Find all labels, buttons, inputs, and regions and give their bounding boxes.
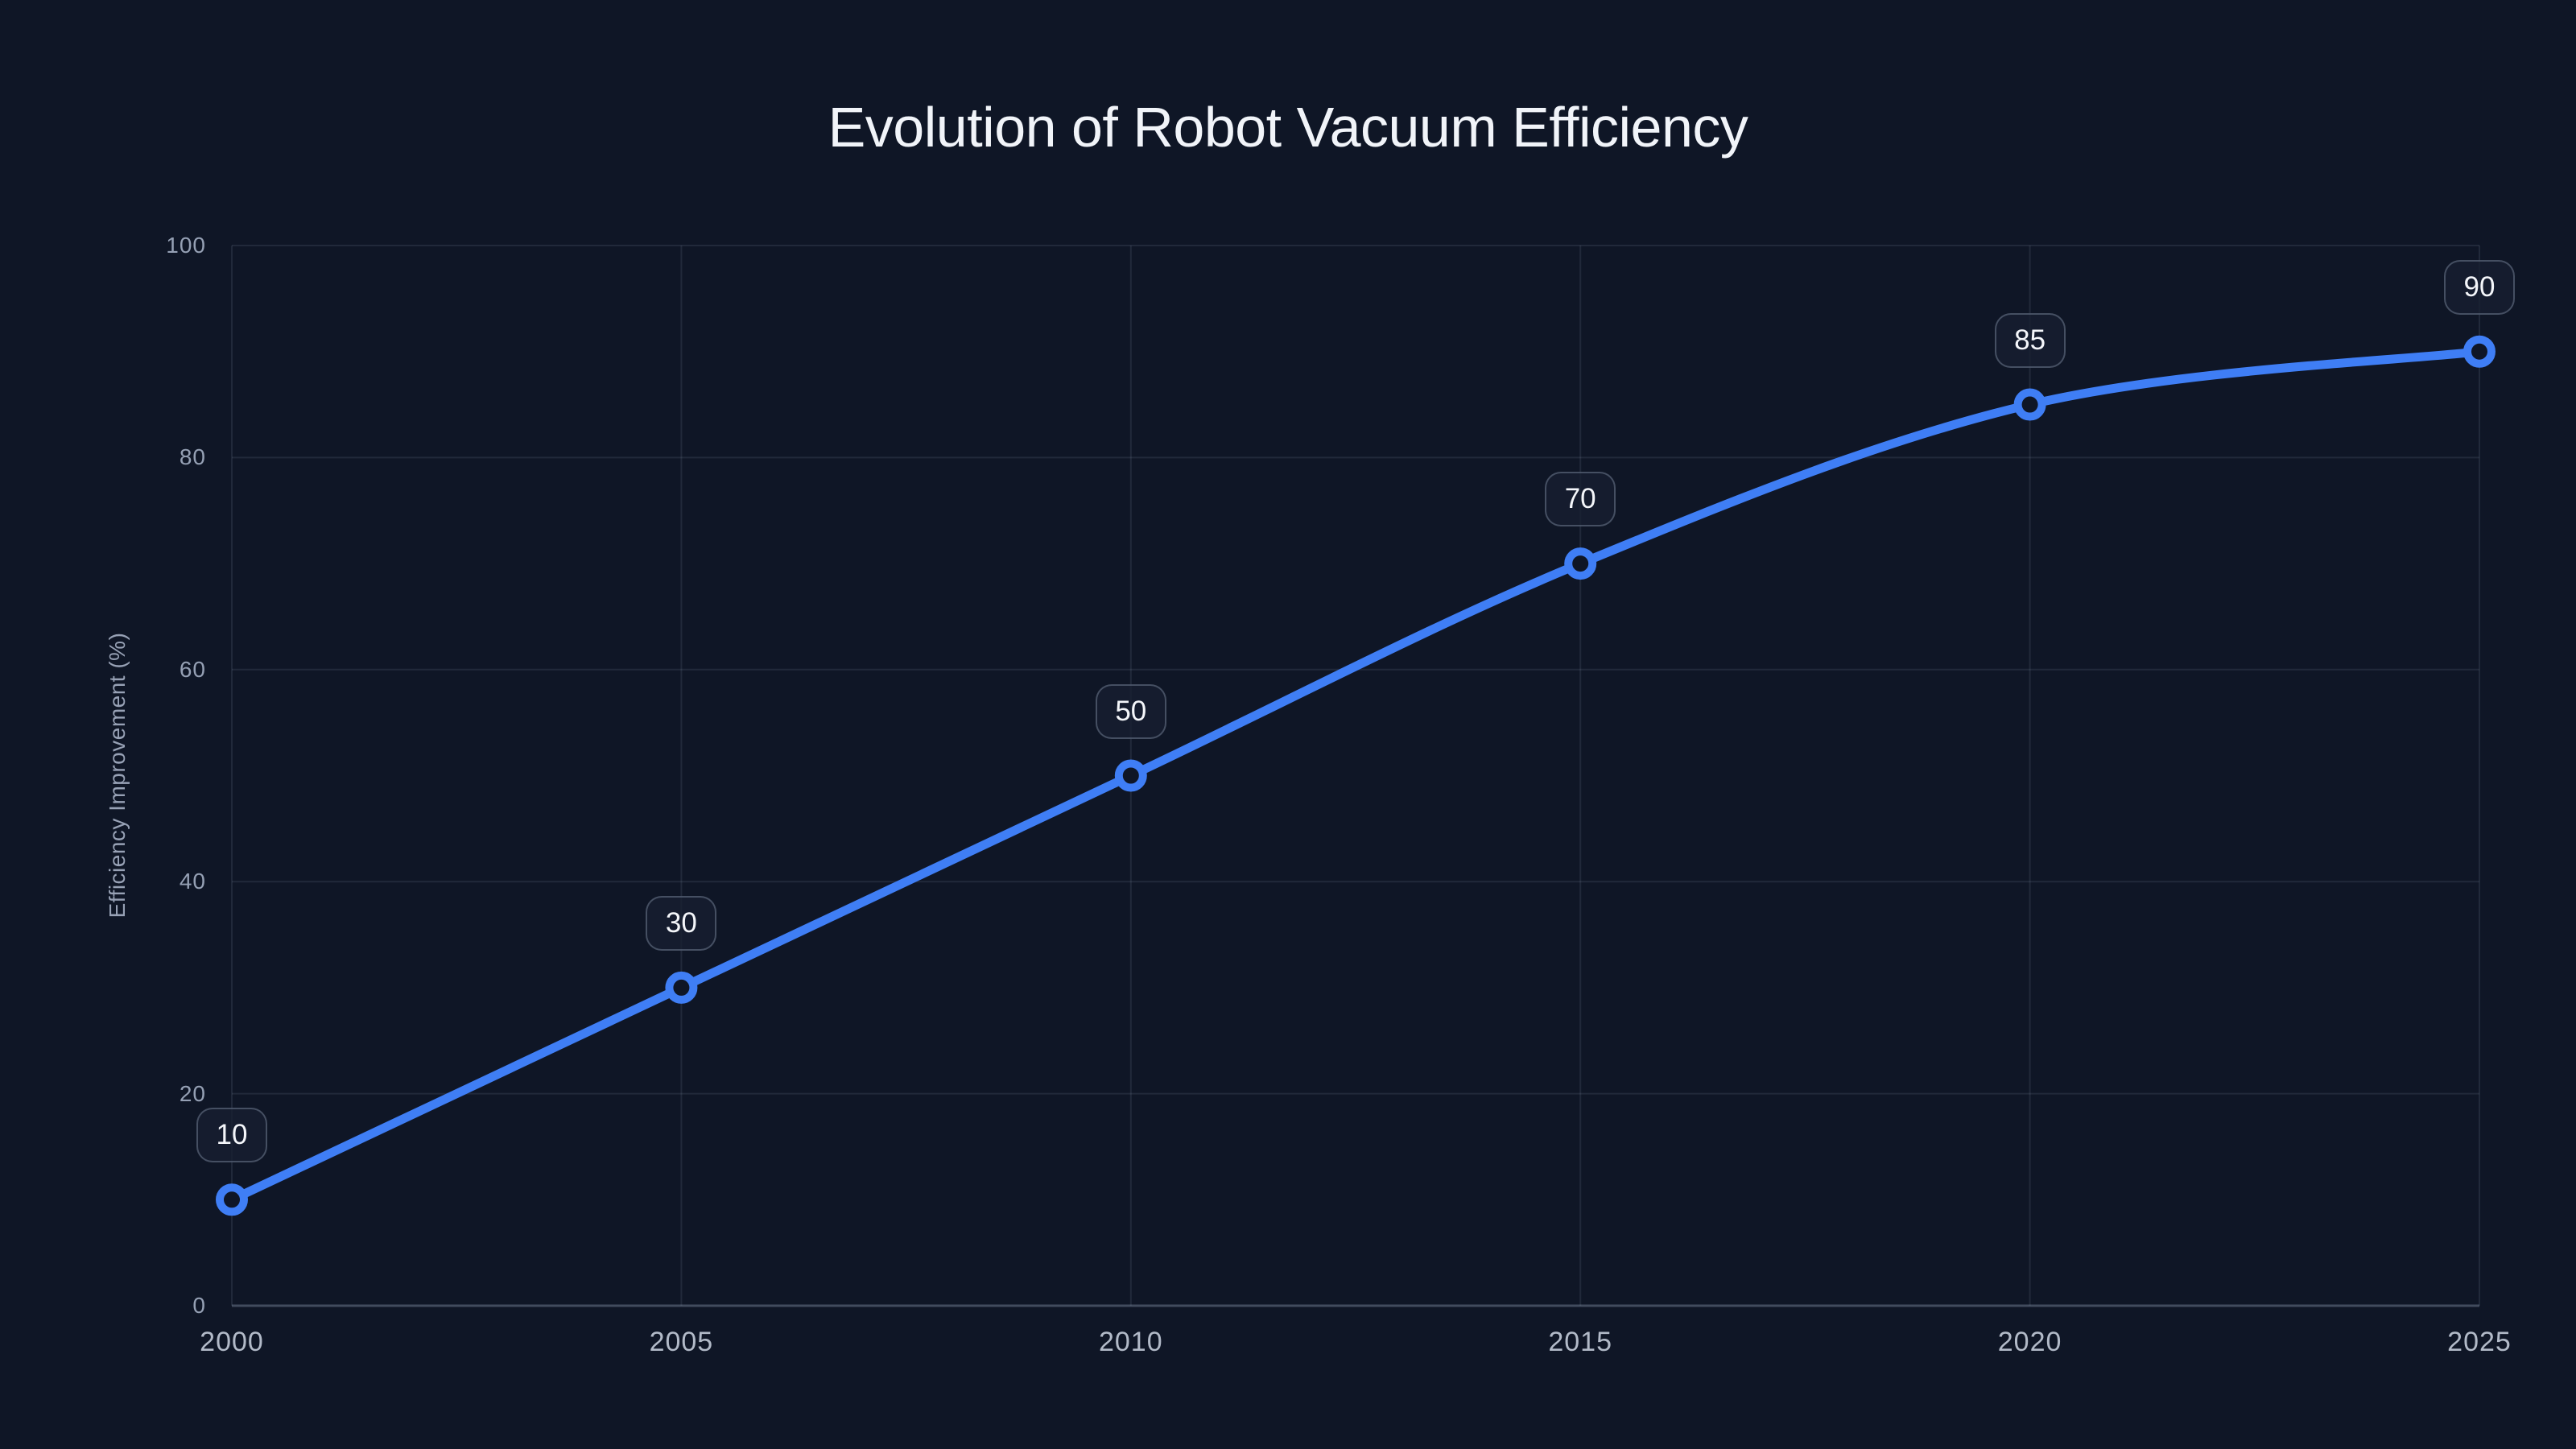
y-tick-label: 80 — [179, 444, 206, 470]
x-tick-label: 2000 — [200, 1327, 264, 1357]
x-tick-label: 2005 — [649, 1327, 714, 1357]
data-point-badge: 30 — [646, 895, 717, 951]
series-line — [227, 347, 2484, 1204]
y-tick-label: 100 — [166, 233, 206, 258]
data-point-badge: 70 — [1545, 472, 1616, 527]
x-tick-label: 2015 — [1548, 1327, 1612, 1357]
data-point-badge: 10 — [196, 1108, 267, 1163]
chart-title: Evolution of Robot Vacuum Efficiency — [828, 96, 1748, 159]
data-point-badge: 85 — [1994, 312, 2066, 368]
y-tick-label: 40 — [179, 869, 206, 894]
y-tick-label: 60 — [179, 656, 206, 682]
data-point-marker — [2013, 388, 2046, 421]
data-point-badge: 50 — [1095, 683, 1166, 739]
x-tick-label: 2020 — [1997, 1327, 2062, 1357]
data-point-marker — [1114, 759, 1147, 792]
y-tick-label: 20 — [179, 1080, 206, 1106]
data-point-marker — [2463, 335, 2496, 368]
x-tick-label: 2025 — [2447, 1327, 2512, 1357]
x-tick-label: 2010 — [1098, 1327, 1163, 1357]
y-tick-label: 0 — [192, 1293, 206, 1318]
data-point-marker — [1564, 547, 1597, 580]
data-point-marker — [665, 971, 698, 1004]
data-point-marker — [216, 1183, 248, 1216]
data-point-badge: 90 — [2444, 259, 2515, 315]
